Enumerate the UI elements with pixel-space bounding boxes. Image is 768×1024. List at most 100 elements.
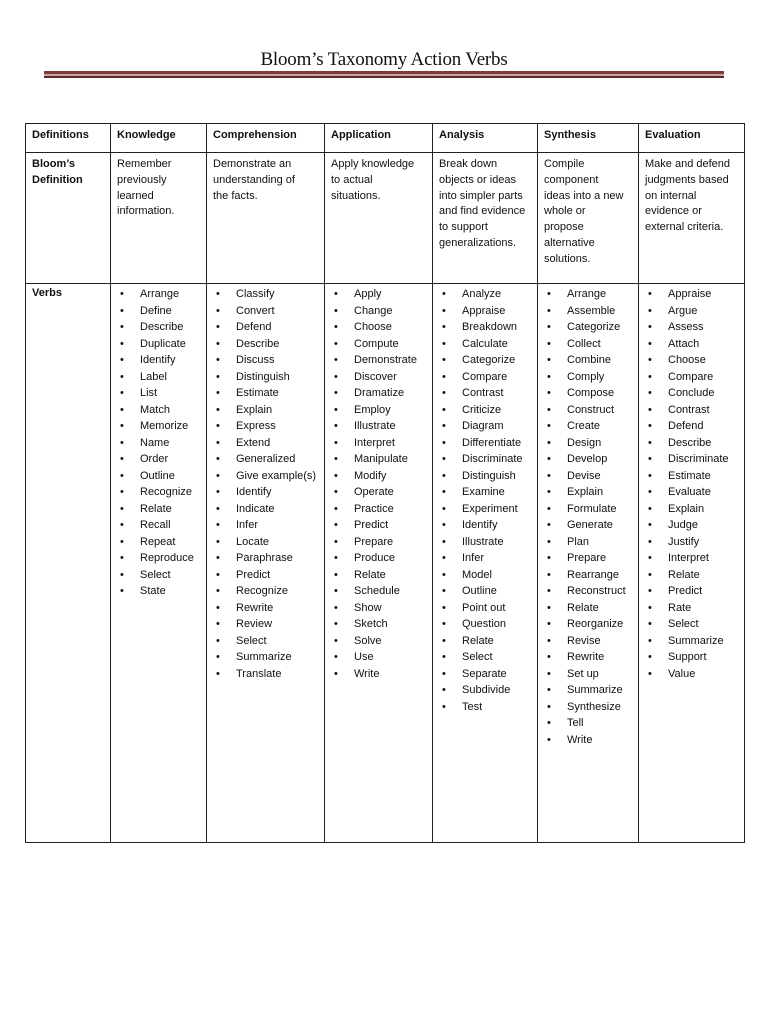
verb-list: • Arrange • Assemble • Categorize • Collect • Com… xyxy=(544,286,632,748)
verb-item: • Outline xyxy=(117,468,200,485)
bullet-icon: • xyxy=(547,321,551,333)
bullet-icon: • xyxy=(334,535,338,548)
bullet-icon: • xyxy=(216,568,220,581)
verb-text: Distinguish xyxy=(236,370,290,383)
bullet-icon: • xyxy=(648,288,652,300)
verb-item: • Recognize xyxy=(213,583,318,600)
verb-item: • Separate xyxy=(439,666,531,683)
verb-text: Order xyxy=(140,453,169,465)
bullet-icon: • xyxy=(334,321,338,333)
verbs-cell: • Classify • Convert • Defend • Describe • Discus… xyxy=(206,283,325,843)
verb-item: • Question xyxy=(439,616,531,633)
verb-text: Modify xyxy=(354,469,387,482)
bullet-icon: • xyxy=(442,568,446,581)
verb-text: Breakdown xyxy=(462,321,518,333)
bullet-icon: • xyxy=(120,354,124,366)
verb-item: • Dramatize xyxy=(331,385,426,402)
verb-text: Arrange xyxy=(567,288,607,300)
verb-item: • Experiment xyxy=(439,501,531,518)
bullet-icon: • xyxy=(648,519,652,531)
verb-item: • Construct xyxy=(544,402,632,419)
bullet-icon: • xyxy=(442,700,446,713)
verb-text: Prepare xyxy=(567,552,607,564)
verb-item: • Relate xyxy=(645,567,738,584)
verb-text: Manipulate xyxy=(354,453,408,465)
verb-item: • Review xyxy=(213,616,318,633)
bullet-icon: • xyxy=(216,370,220,383)
bullet-icon: • xyxy=(442,337,446,350)
header-definitions: Definitions xyxy=(25,123,111,153)
bullet-icon: • xyxy=(334,667,338,680)
verb-item: • Operate xyxy=(331,484,426,501)
verb-item: • Judge xyxy=(645,517,738,534)
bullet-icon: • xyxy=(442,387,446,399)
verb-text: Change xyxy=(354,304,393,317)
bullet-icon: • xyxy=(648,337,652,350)
verb-text: Memorize xyxy=(140,420,189,432)
verb-item: • Duplicate xyxy=(117,336,200,353)
verb-text: Differentiate xyxy=(462,436,522,449)
verb-item: • Describe xyxy=(213,336,318,353)
bullet-icon: • xyxy=(216,304,220,317)
verb-item: • Extend xyxy=(213,435,318,452)
bullet-icon: • xyxy=(120,436,124,449)
verb-text: Devise xyxy=(567,469,601,482)
verb-item: • Compute xyxy=(331,336,426,353)
verb-text: Construct xyxy=(567,403,615,416)
verb-item: • Illustrate xyxy=(331,418,426,435)
verb-item: • Synthesize xyxy=(544,699,632,716)
verb-text: Judge xyxy=(668,519,698,531)
bullet-icon: • xyxy=(120,502,124,515)
verb-text: Predict xyxy=(354,519,389,531)
verb-item: • Create xyxy=(544,418,632,435)
verb-text: Repeat xyxy=(140,535,176,548)
verb-item: • Select xyxy=(213,633,318,650)
verb-item: • Practice xyxy=(331,501,426,518)
bullet-icon: • xyxy=(216,387,220,399)
verb-item: • Outline xyxy=(439,583,531,600)
verb-text: Defend xyxy=(236,321,272,333)
bullet-icon: • xyxy=(648,667,652,680)
verb-text: Identify xyxy=(140,354,176,366)
verb-item: • Express xyxy=(213,418,318,435)
definition-cell: Compile component ideas into a new whole… xyxy=(537,152,639,284)
verb-text: Examine xyxy=(462,486,505,498)
verb-item: • Reproduce xyxy=(117,550,200,567)
verb-item: • Relate xyxy=(439,633,531,650)
verb-text: Produce xyxy=(354,552,395,564)
verb-item: • Differentiate xyxy=(439,435,531,452)
bullet-icon: • xyxy=(547,585,551,597)
verb-item: • Analyze xyxy=(439,286,531,303)
verb-text: Contrast xyxy=(668,403,710,416)
verb-text: Justify xyxy=(668,535,700,548)
bullet-icon: • xyxy=(334,337,338,350)
verb-item: • Interpret xyxy=(331,435,426,452)
bullet-icon: • xyxy=(547,535,551,548)
bullet-icon: • xyxy=(547,354,551,366)
verb-item: • Label xyxy=(117,369,200,386)
verb-text: Interpret xyxy=(354,436,395,449)
verb-text: Match xyxy=(140,403,170,416)
verb-text: Develop xyxy=(567,453,608,465)
verb-item: • Rate xyxy=(645,600,738,617)
bullet-icon: • xyxy=(442,436,446,449)
verb-item: • Examine xyxy=(439,484,531,501)
bullet-icon: • xyxy=(442,304,446,317)
verb-text: Argue xyxy=(668,304,698,317)
verb-item: • Explain xyxy=(544,484,632,501)
bullet-icon: • xyxy=(334,469,338,482)
verb-text: Label xyxy=(140,370,167,383)
verb-item: • Choose xyxy=(331,319,426,336)
bullet-icon: • xyxy=(216,667,220,680)
verb-item: • Reconstruct xyxy=(544,583,632,600)
title-divider xyxy=(44,74,724,76)
bullet-icon: • xyxy=(648,618,652,630)
bullet-icon: • xyxy=(547,288,551,300)
verb-text: Synthesize xyxy=(567,700,621,713)
verb-text: Question xyxy=(462,618,507,630)
verb-text: Point out xyxy=(462,601,506,614)
verb-item: • Reorganize xyxy=(544,616,632,633)
bullet-icon: • xyxy=(334,486,338,498)
verbs-cell: • Arrange • Define • Describe • Duplicate • Ident… xyxy=(110,283,207,843)
bullet-icon: • xyxy=(334,519,338,531)
